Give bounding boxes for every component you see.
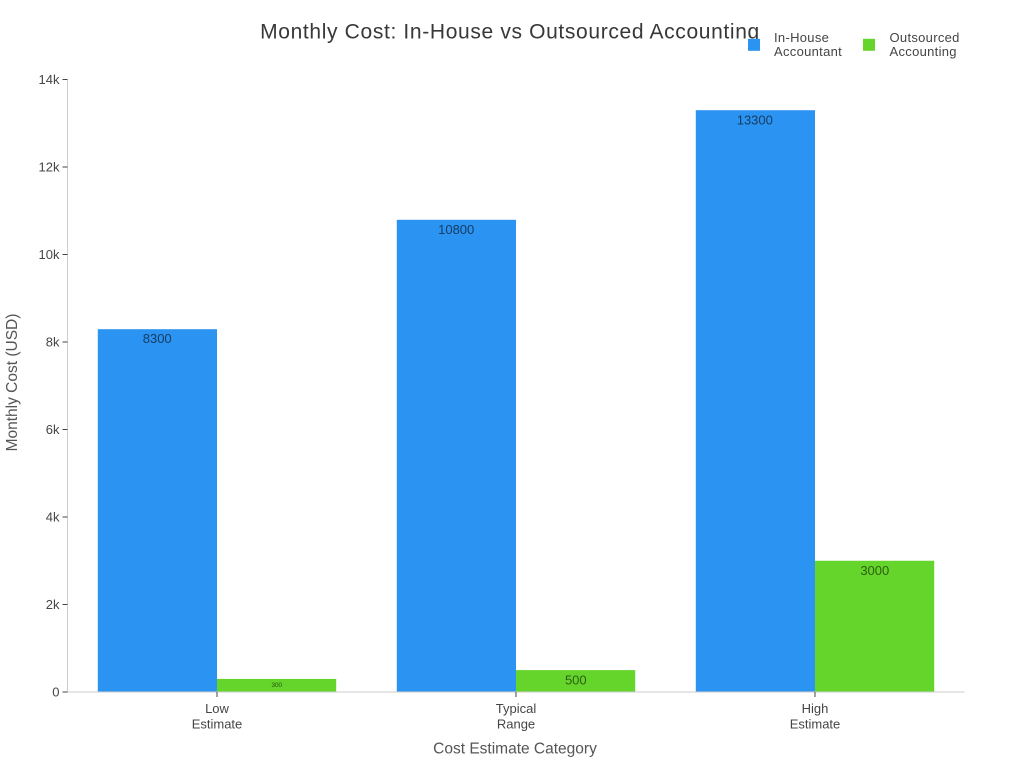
svg-text:Monthly Cost: In-House vs Outs: Monthly Cost: In-House vs Outsourced Acc… xyxy=(260,20,760,43)
svg-text:13300: 13300 xyxy=(737,112,773,127)
svg-text:Monthly Cost (USD): Monthly Cost (USD) xyxy=(4,314,21,452)
svg-text:Typical: Typical xyxy=(496,701,537,716)
svg-text:300: 300 xyxy=(272,682,283,689)
svg-text:2k: 2k xyxy=(46,597,60,612)
svg-text:Estimate: Estimate xyxy=(790,716,841,731)
svg-text:6k: 6k xyxy=(46,422,60,437)
svg-text:0: 0 xyxy=(52,685,59,700)
svg-text:3000: 3000 xyxy=(860,563,889,578)
svg-text:Outsourced: Outsourced xyxy=(890,30,960,45)
svg-text:10k: 10k xyxy=(39,247,60,262)
svg-text:Cost Estimate Category: Cost Estimate Category xyxy=(433,741,597,758)
svg-text:Accounting: Accounting xyxy=(890,44,957,59)
svg-text:8300: 8300 xyxy=(143,331,172,346)
svg-text:4k: 4k xyxy=(46,510,60,525)
svg-text:High: High xyxy=(802,701,829,716)
svg-text:Accountant: Accountant xyxy=(774,44,842,59)
svg-text:Range: Range xyxy=(497,716,535,731)
svg-text:12k: 12k xyxy=(39,160,60,175)
svg-text:In-House: In-House xyxy=(774,30,829,45)
svg-text:14k: 14k xyxy=(39,72,60,87)
svg-text:8k: 8k xyxy=(46,335,60,350)
svg-text:Estimate: Estimate xyxy=(192,716,243,731)
svg-text:500: 500 xyxy=(565,672,587,687)
svg-text:Low: Low xyxy=(205,701,229,716)
svg-text:10800: 10800 xyxy=(438,222,474,237)
